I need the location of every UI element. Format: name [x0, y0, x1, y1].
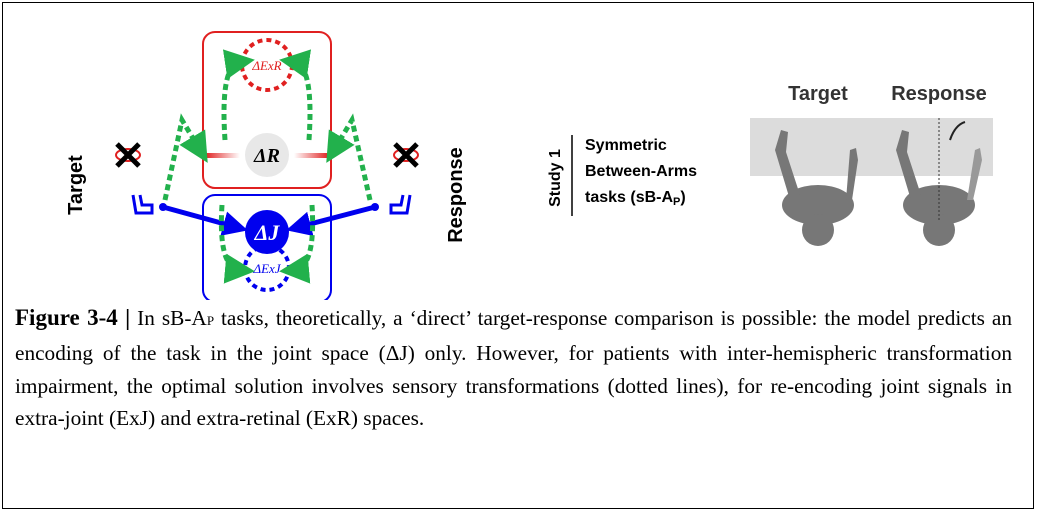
joint-dot: [371, 203, 379, 211]
joint-dot: [159, 203, 167, 211]
delta-r-label: ΔR: [253, 145, 280, 167]
caption-text: tasks, theoretically, a ‘direct’ target-…: [15, 306, 1012, 430]
green-paths: [162, 49, 373, 284]
caption-sub: P: [206, 313, 215, 328]
retinal-box: [202, 31, 332, 189]
blue-arrow: [286, 204, 376, 237]
study-label: Study 1: [547, 149, 564, 207]
panel-table: [750, 118, 886, 176]
blue-arrow: [162, 204, 248, 236]
task-line: Between-Arms: [585, 163, 697, 180]
target-label: Target: [65, 155, 87, 215]
diagram: Target Response ΔR ΔExR ΔJ ΔExJ: [65, 31, 467, 300]
red-link: [205, 153, 240, 158]
joint-box: [202, 194, 332, 300]
task-line: Symmetric: [585, 137, 667, 154]
caption-text: In sB-A: [130, 306, 207, 330]
figure-frame: [2, 2, 1034, 509]
caption-label: Figure 3-4 |: [15, 305, 131, 330]
task-end: ): [680, 189, 685, 206]
trace: [949, 121, 966, 141]
eye-crossed: [115, 142, 419, 168]
delta-j-label: ΔJ: [254, 220, 281, 245]
task-line: tasks (sB-AP): [585, 189, 686, 208]
panel-title: Target: [788, 83, 848, 105]
caption: Figure 3-4 | In sB-AP tasks, theoretical…: [15, 302, 1012, 434]
figure: Target Response ΔR ΔExR ΔJ ΔExJ: [65, 31, 993, 300]
delta-exr-label: ΔExR: [251, 58, 281, 73]
task-text: tasks (sB-A: [585, 189, 673, 206]
delta-exj-label: ΔExJ: [252, 261, 281, 276]
delta-r-node: [245, 133, 289, 177]
arm-icon: [131, 194, 412, 215]
task-sub: P: [673, 196, 680, 208]
panel-title: Response: [891, 83, 987, 105]
red-link: [294, 153, 329, 158]
response-label: Response: [445, 147, 467, 243]
delta-j-node: [245, 210, 289, 254]
silhouette: [775, 130, 982, 246]
study-panel: Study 1 Symmetric Between-Arms tasks (sB…: [547, 135, 697, 216]
panels: Target Response: [750, 83, 993, 246]
